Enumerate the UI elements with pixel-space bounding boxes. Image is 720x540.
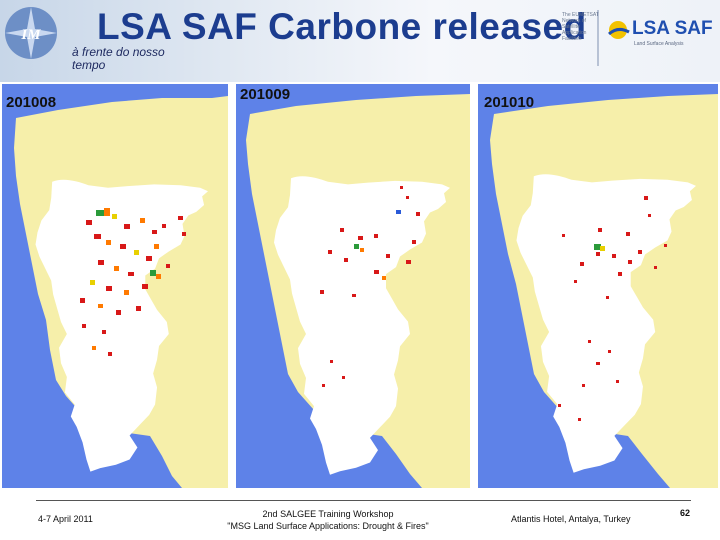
panel-label-201009: 201009 [240, 86, 291, 103]
map-panel-201009 [236, 84, 470, 488]
footer-workshop: 2nd SALGEE Training Workshop "MSG Land S… [206, 508, 450, 532]
footer-divider [36, 500, 691, 501]
page-number: 62 [680, 508, 691, 518]
im-logo-icon: IM [5, 7, 57, 59]
fire-maps [0, 82, 720, 490]
footer-date: 4-7 April 2011 [38, 514, 93, 524]
footer-workshop-line1: 2nd SALGEE Training Workshop [262, 509, 394, 519]
panel-label-201008: 201008 [6, 94, 57, 111]
svg-text:IM: IM [20, 27, 41, 43]
map-panel-201008 [2, 84, 228, 488]
map-panel-201010 [478, 84, 718, 488]
slide-title: LSA SAF Carbone released [97, 6, 587, 47]
fire-detections [558, 196, 667, 421]
slide-header: IM LSA SAF Carbone released à frente do … [0, 0, 720, 82]
fire-detections [80, 208, 186, 356]
slide-subtitle: à frente do nosso tempo [72, 45, 165, 72]
eumetsat-caption: The EUMETSAT Network of Satellite Applic… [562, 12, 599, 42]
footer-workshop-line2: "MSG Land Surface Applications: Drought … [227, 521, 429, 531]
lsa-saf-logo-text: LSA SAF [632, 18, 713, 39]
panel-label-201010: 201010 [484, 94, 535, 111]
fire-detections [320, 186, 420, 387]
fire-maps-svg [2, 84, 718, 488]
footer-location: Atlantis Hotel, Antalya, Turkey [511, 514, 631, 524]
lsa-saf-logo-icon [597, 10, 630, 66]
lsa-saf-logo-subtext: Land Surface Analysis [634, 41, 684, 47]
